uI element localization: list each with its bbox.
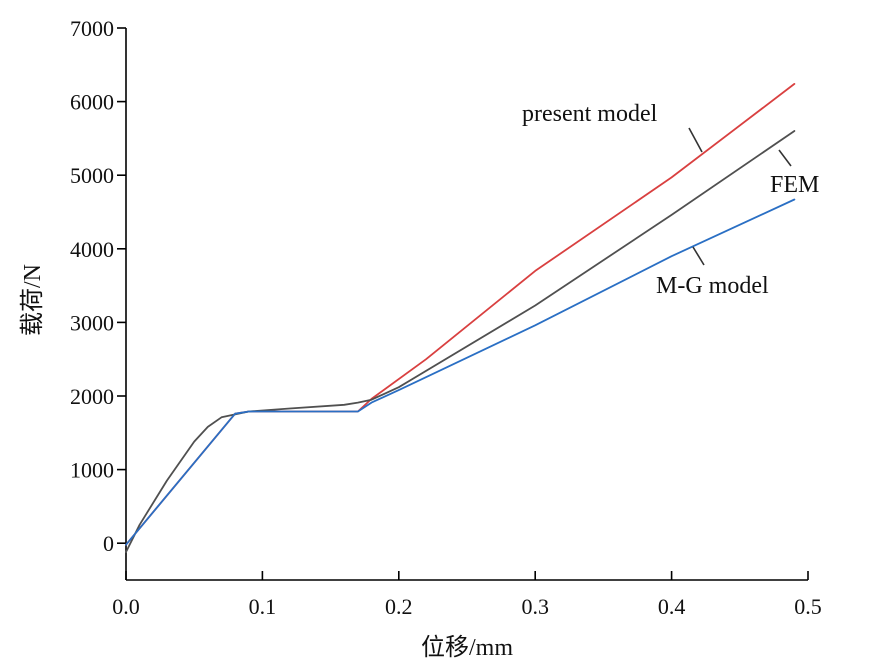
annotation-mg-model: M-G model — [656, 273, 769, 299]
y-tick-label: 7000 — [70, 16, 114, 41]
x-ticks: 0.0 0.1 0.2 0.3 0.4 0.5 — [112, 571, 822, 619]
annotation-present-model: present model — [522, 101, 658, 127]
series-line-present-model — [125, 83, 796, 546]
y-tick-label: 1000 — [70, 458, 114, 483]
annotation-fem: FEM — [770, 172, 819, 198]
present-model-leader — [688, 127, 703, 153]
y-tick-label: 5000 — [70, 163, 114, 188]
x-tick-label: 0.0 — [112, 594, 140, 619]
y-tick-label: 6000 — [70, 90, 114, 115]
x-tick-label: 0.2 — [385, 594, 413, 619]
series-line-fem — [125, 130, 796, 553]
y-tick-label: 0 — [103, 531, 114, 556]
series-lines — [125, 83, 796, 553]
x-tick-label: 0.5 — [794, 594, 822, 619]
mg-model-leader — [692, 246, 705, 266]
x-tick-label: 0.4 — [658, 594, 686, 619]
fem-leader — [778, 149, 792, 167]
y-tick-label: 3000 — [70, 310, 114, 335]
annotations: present model FEM M-G model — [522, 101, 819, 299]
x-tick-label: 0.1 — [249, 594, 277, 619]
y-axis-title: 载荷/N — [19, 264, 46, 336]
axes — [125, 28, 808, 581]
x-tick-label: 0.3 — [521, 594, 549, 619]
series-line-m-g-model — [125, 198, 796, 546]
x-axis-title: 位移/mm — [421, 634, 513, 661]
y-tick-label: 4000 — [70, 237, 114, 262]
y-tick-label: 2000 — [70, 384, 114, 409]
y-ticks: 0 1000 2000 3000 4000 5000 6000 7000 — [70, 16, 126, 556]
